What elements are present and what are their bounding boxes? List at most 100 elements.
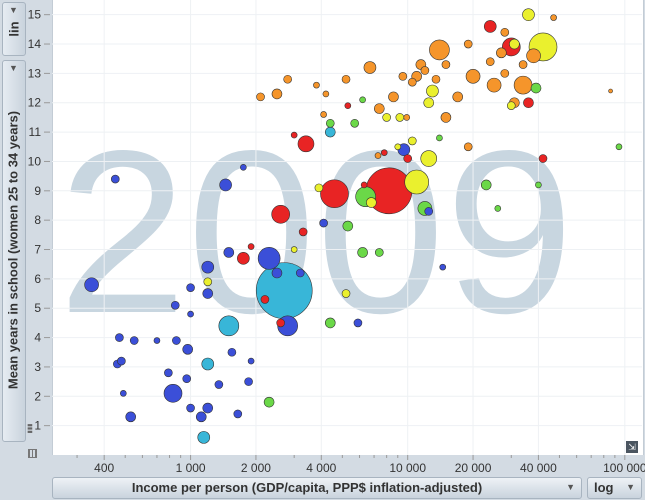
country-bubble[interactable] (314, 183, 324, 193)
country-bubble[interactable] (350, 118, 359, 128)
country-bubble[interactable] (298, 227, 308, 237)
country-bubble[interactable] (271, 204, 290, 224)
country-bubble[interactable] (465, 69, 481, 84)
country-bubble[interactable] (363, 61, 377, 74)
x-axis-selector[interactable]: Income per person (GDP/capita, PPP$ infl… (52, 477, 582, 499)
country-bubble[interactable] (380, 149, 388, 156)
country-bubble[interactable] (506, 101, 516, 110)
country-bubble[interactable] (341, 74, 351, 84)
country-bubble[interactable] (526, 48, 541, 64)
country-bubble[interactable] (153, 337, 161, 344)
country-bubble[interactable] (125, 411, 137, 423)
country-bubble[interactable] (494, 205, 502, 212)
country-bubble[interactable] (403, 114, 411, 121)
country-bubble[interactable] (550, 14, 557, 21)
country-bubble[interactable] (357, 247, 368, 258)
country-bubble[interactable] (260, 295, 270, 304)
country-bubble[interactable] (202, 402, 214, 414)
country-bubble[interactable] (359, 96, 366, 104)
country-bubble[interactable] (374, 103, 385, 114)
country-bubble[interactable] (202, 288, 214, 299)
country-bubble[interactable] (483, 20, 497, 33)
country-bubble[interactable] (322, 90, 330, 98)
country-bubble[interactable] (182, 344, 194, 355)
country-bubble[interactable] (439, 263, 447, 271)
country-bubble[interactable] (382, 113, 391, 122)
country-bubble[interactable] (480, 179, 492, 191)
country-bubble[interactable] (195, 411, 207, 423)
country-bubble[interactable] (523, 97, 534, 109)
country-bubble[interactable] (426, 84, 439, 98)
country-bubble[interactable] (486, 77, 502, 93)
country-bubble[interactable] (342, 220, 354, 232)
country-bubble[interactable] (429, 39, 450, 61)
country-bubble[interactable] (227, 347, 237, 357)
country-bubble[interactable] (485, 57, 495, 66)
country-bubble[interactable] (452, 91, 464, 103)
country-bubble[interactable] (319, 218, 328, 228)
country-bubble[interactable] (110, 174, 120, 184)
country-bubble[interactable] (341, 289, 351, 298)
country-bubble[interactable] (263, 396, 275, 408)
country-bubble[interactable] (244, 377, 253, 386)
x-scale-button[interactable]: log ▼ (587, 477, 642, 499)
country-bubble[interactable] (313, 81, 320, 89)
country-bubble[interactable] (420, 66, 430, 75)
country-bubble[interactable] (360, 181, 368, 189)
country-bubble[interactable] (115, 333, 124, 342)
country-bubble[interactable] (219, 178, 232, 192)
country-bubble[interactable] (608, 88, 613, 94)
country-bubble[interactable] (463, 39, 473, 49)
country-bubble[interactable] (407, 77, 417, 87)
country-bubble[interactable] (407, 136, 417, 146)
country-bubble[interactable] (420, 150, 438, 167)
country-bubble[interactable] (290, 246, 298, 253)
country-bubble[interactable] (463, 142, 473, 152)
country-bubble[interactable] (214, 380, 224, 389)
country-bubble[interactable] (186, 403, 195, 413)
country-bubble[interactable] (366, 197, 377, 208)
country-bubble[interactable] (197, 431, 211, 444)
country-bubble[interactable] (538, 154, 548, 163)
country-bubble[interactable] (395, 113, 405, 122)
country-bubble[interactable] (203, 277, 213, 287)
country-bubble[interactable] (324, 317, 336, 329)
country-bubble[interactable] (325, 118, 335, 128)
country-bubble[interactable] (163, 384, 183, 403)
country-bubble[interactable] (187, 310, 194, 318)
country-bubble[interactable] (398, 72, 408, 81)
country-bubble[interactable] (233, 409, 243, 419)
country-bubble[interactable] (223, 247, 235, 258)
country-bubble[interactable] (375, 248, 384, 257)
country-bubble[interactable] (615, 143, 623, 151)
country-bubble[interactable] (297, 135, 315, 153)
country-bubble[interactable] (509, 38, 520, 50)
country-bubble[interactable] (530, 82, 542, 94)
country-bubble[interactable] (256, 92, 265, 102)
country-bubble[interactable] (424, 207, 434, 216)
country-bubble[interactable] (500, 69, 510, 78)
country-bubble[interactable] (518, 60, 528, 69)
country-bubble[interactable] (320, 179, 349, 209)
grid-icon[interactable] (28, 449, 37, 458)
country-bubble[interactable] (276, 318, 285, 328)
country-bubble[interactable] (247, 357, 255, 365)
y-axis-selector[interactable]: ▼ (2, 60, 26, 442)
country-bubble[interactable] (440, 112, 452, 123)
country-bubble[interactable] (170, 300, 180, 310)
country-bubble[interactable] (271, 267, 283, 279)
country-bubble[interactable] (201, 357, 215, 371)
country-bubble[interactable] (496, 47, 507, 59)
expand-icon[interactable]: ⇲ (626, 441, 638, 453)
country-bubble[interactable] (290, 131, 298, 139)
country-bubble[interactable] (257, 247, 281, 270)
country-bubble[interactable] (283, 74, 292, 84)
country-bubble[interactable] (172, 336, 181, 345)
country-bubble[interactable] (237, 252, 250, 265)
country-bubble[interactable] (500, 27, 510, 37)
country-bubble[interactable] (271, 88, 283, 100)
y-scale-button[interactable]: ▼ lin (2, 2, 26, 56)
country-bubble[interactable] (394, 143, 402, 151)
country-bubble[interactable] (129, 336, 139, 345)
country-bubble[interactable] (513, 75, 533, 95)
